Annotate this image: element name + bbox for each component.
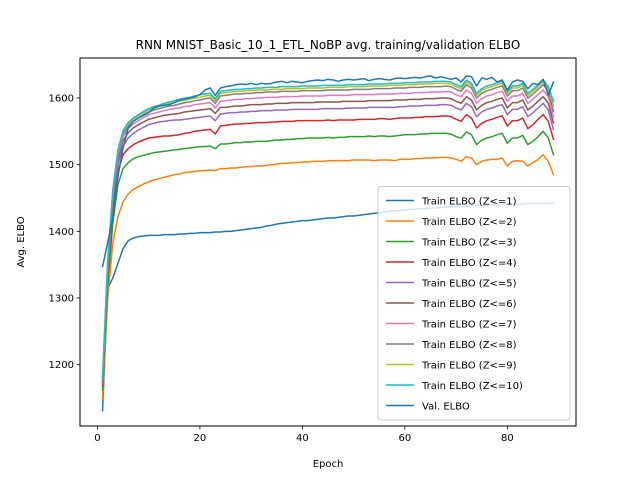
series-line-8 (101, 83, 555, 381)
legend-label: Train ELBO (Z<=7) (421, 320, 517, 331)
series-line-2 (101, 153, 555, 401)
y-tick-label: 1400 (49, 227, 74, 238)
legend: Train ELBO (Z<=1) Train ELBO (Z<=2) Train … (377, 186, 571, 421)
legend-label: Train ELBO (Z<=6) (421, 299, 517, 310)
plot-lines (101, 75, 555, 412)
legend-label: Train ELBO (Z<=2) (421, 217, 517, 228)
x-tick-label: 80 (501, 433, 514, 444)
series-line-6 (101, 95, 555, 383)
legend-label: Train ELBO (Z<=1) (421, 197, 517, 208)
legend-label: Train ELBO (Z<=9) (421, 361, 517, 372)
x-tick-label: 60 (398, 433, 411, 444)
series-line-5 (101, 102, 555, 385)
y-tick-label: 1200 (49, 360, 74, 371)
x-tick-label: 0 (94, 433, 100, 444)
chart-title: RNN MNIST_Basic_10_1_ETL_NoBP avg. train… (136, 38, 521, 52)
legend-box (377, 186, 571, 421)
legend-label: Val. ELBO (422, 402, 470, 413)
series-line-10 (101, 79, 555, 379)
series-line-4 (101, 113, 555, 387)
series-line-7 (101, 89, 555, 381)
plot-frame (79, 57, 577, 427)
y-tick-label: 1600 (49, 94, 74, 105)
y-axis-label: Avg. ELBO (16, 216, 27, 267)
legend-label: Train ELBO (Z<=3) (421, 238, 517, 249)
legend-label: Train ELBO (Z<=8) (421, 340, 517, 351)
series-line-9 (101, 81, 555, 380)
y-tick-label: 1500 (49, 160, 74, 171)
series-line-3 (101, 130, 555, 391)
legend-label: Train ELBO (Z<=4) (421, 258, 517, 269)
legend-label: Train ELBO (Z<=10) (421, 381, 523, 392)
legend-label: Train ELBO (Z<=5) (421, 279, 517, 290)
y-axis: 1200 1300 1400 1500 1600 (49, 94, 80, 371)
x-axis-label: Epoch (313, 459, 344, 470)
series-line-11 (101, 75, 555, 268)
y-tick-label: 1300 (49, 294, 74, 305)
x-tick-label: 20 (194, 433, 207, 444)
x-axis: 0 20 40 60 80 (94, 426, 514, 444)
x-tick-label: 40 (296, 433, 309, 444)
